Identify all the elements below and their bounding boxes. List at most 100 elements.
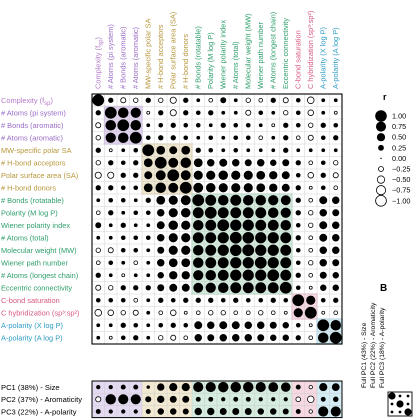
cell-17-8 bbox=[195, 310, 201, 316]
matrix-frame bbox=[91, 93, 343, 345]
pc-label-1: PC2 (37%) - Aromaticity bbox=[1, 395, 82, 404]
cell-2-7 bbox=[183, 122, 189, 128]
row-label-14: # Atoms (longest chain) bbox=[1, 271, 78, 280]
cell-0-13 bbox=[258, 97, 264, 103]
pc-cell-1-9 bbox=[208, 396, 214, 402]
legend-swatch-6 bbox=[376, 175, 386, 184]
panel-b-label-0: Full PC1 (43%) - Size bbox=[361, 322, 368, 388]
cell-7-14 bbox=[269, 183, 278, 192]
pc-cell-2-0 bbox=[95, 409, 101, 414]
pc-cell-1-6 bbox=[169, 395, 177, 403]
cell-9-15 bbox=[280, 207, 291, 218]
cell-7-19 bbox=[333, 185, 339, 191]
cell-14-7 bbox=[181, 271, 190, 280]
cell-10-7 bbox=[181, 220, 191, 230]
cell-8-13 bbox=[255, 194, 267, 206]
cell-9-11 bbox=[230, 207, 242, 219]
cell-6-4 bbox=[144, 171, 153, 180]
cell-2-5 bbox=[158, 122, 164, 128]
column-label-text-17: C hybridization (sp³:sp²) bbox=[306, 11, 315, 89]
cell-6-3 bbox=[133, 172, 139, 178]
panel-b-label-2: Full PC3 (18%) - A-polarity bbox=[379, 307, 386, 388]
cell-6-2 bbox=[120, 172, 126, 178]
cell-3-7 bbox=[183, 135, 189, 141]
pc-cell-2-7 bbox=[182, 408, 189, 415]
row-label-text-8: # Bonds (rotatable) bbox=[1, 196, 64, 205]
cell-18-8 bbox=[194, 321, 203, 330]
cell-9-19 bbox=[332, 209, 340, 217]
cell-12-11 bbox=[230, 244, 242, 256]
pc-cell-1-19 bbox=[333, 396, 339, 403]
cell-2-17 bbox=[308, 122, 314, 128]
cell-6-11 bbox=[231, 170, 241, 180]
legend-swatch-1 bbox=[375, 121, 387, 132]
cell-15-10 bbox=[217, 282, 229, 294]
cell-4-13 bbox=[258, 148, 263, 153]
pc-cell-0-10 bbox=[218, 381, 229, 393]
cell-6-6 bbox=[167, 169, 180, 182]
cell-0-16 bbox=[295, 97, 301, 103]
row-label-9: Polarity (M log P) bbox=[1, 208, 58, 217]
cell-11-19 bbox=[332, 234, 340, 242]
row-label-tail-0: ) bbox=[50, 96, 52, 105]
cell-17-16 bbox=[293, 308, 303, 318]
cell-17-19 bbox=[333, 310, 339, 316]
pc-frame bbox=[91, 380, 343, 419]
cell-3-8 bbox=[196, 135, 201, 140]
cell-2-18 bbox=[320, 122, 326, 128]
column-label-text-1: # Atoms (pi system) bbox=[106, 24, 115, 89]
cell-4-7 bbox=[181, 145, 191, 155]
row-label-text-16: C-bond saturation bbox=[1, 296, 60, 305]
column-label-text-7: # H-bond donors bbox=[181, 34, 190, 89]
pc-cell-1-13 bbox=[258, 397, 263, 402]
panel-b-cell-1-0 bbox=[390, 402, 394, 406]
pc-cell-0-17 bbox=[308, 384, 313, 390]
cell-18-15 bbox=[282, 322, 289, 329]
cell-4-4 bbox=[142, 144, 155, 157]
pc-cell-0-3 bbox=[133, 384, 139, 390]
cell-7-11 bbox=[231, 183, 241, 193]
column-label-6: Polar surface area (SA) bbox=[168, 12, 177, 89]
cell-12-7 bbox=[181, 245, 191, 255]
cell-10-12 bbox=[242, 219, 254, 231]
column-label-17: C hybridization (sp³:sp²) bbox=[306, 11, 315, 89]
cell-6-14 bbox=[269, 171, 278, 180]
cell-9-5 bbox=[157, 209, 165, 217]
cell-5-18 bbox=[320, 160, 326, 166]
cell-11-17 bbox=[308, 235, 314, 241]
column-label-text-11: # Atoms (total) bbox=[231, 41, 240, 89]
cell-9-12 bbox=[242, 207, 254, 219]
row-label-10: Wiener polarity index bbox=[1, 221, 70, 230]
column-label-13: Wiener path number bbox=[256, 22, 265, 89]
cell-17-11 bbox=[233, 310, 239, 316]
legend-swatch-0 bbox=[375, 110, 387, 122]
row-label-13: Wiener path number bbox=[1, 258, 68, 267]
cell-17-13 bbox=[258, 310, 264, 316]
pc-cell-2-5 bbox=[157, 408, 164, 415]
cell-11-8 bbox=[192, 232, 204, 244]
cell-5-14 bbox=[270, 159, 277, 166]
cell-13-19 bbox=[332, 259, 340, 267]
pc-cell-1-14 bbox=[271, 397, 276, 402]
cell-3-3 bbox=[129, 131, 142, 144]
cell-14-9 bbox=[205, 269, 217, 281]
cell-8-3 bbox=[133, 198, 138, 203]
cell-2-10 bbox=[220, 122, 226, 128]
cell-4-1 bbox=[108, 148, 113, 153]
pc-cell-1-10 bbox=[221, 397, 226, 402]
cell-10-18 bbox=[319, 221, 328, 230]
cell-9-18 bbox=[319, 209, 327, 217]
cell-9-14 bbox=[267, 207, 279, 219]
cell-4-10 bbox=[221, 148, 226, 153]
cell-19-14 bbox=[270, 334, 277, 341]
cell-5-2 bbox=[120, 160, 126, 166]
row-label-text-12: Molecular weight (MW) bbox=[1, 246, 77, 255]
column-label-tail-0: ) bbox=[94, 37, 103, 39]
cell-11-13 bbox=[255, 232, 267, 244]
legend-label-4: 0.00 bbox=[392, 154, 406, 163]
column-label-8: # Bonds (rotatable) bbox=[193, 26, 202, 89]
cell-7-2 bbox=[120, 185, 126, 191]
pc-cell-0-8 bbox=[193, 382, 204, 393]
cell-18-2 bbox=[120, 322, 126, 328]
row-label-text-2: # Bonds (aromatic) bbox=[1, 121, 63, 130]
